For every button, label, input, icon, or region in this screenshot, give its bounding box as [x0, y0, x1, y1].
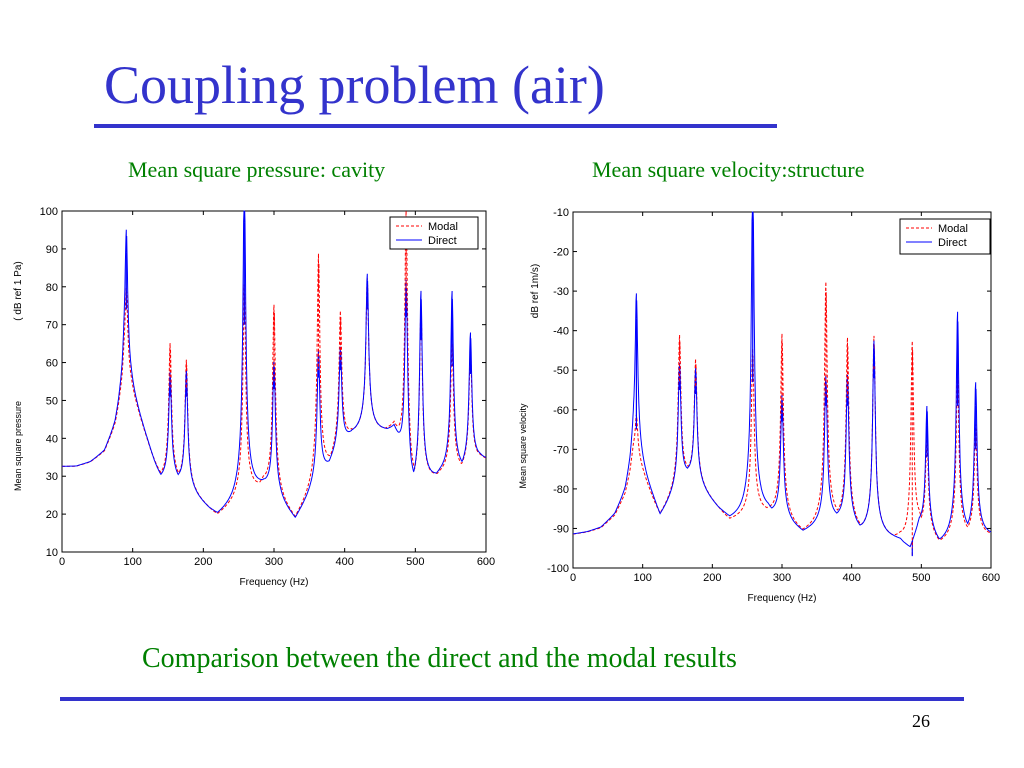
chart-cavity-pressure: 0 100 200 300 400 500 600 10 20 30 40 50 60 70 80 90 100… — [13, 206, 495, 588]
x-tick-label: 100 — [123, 556, 141, 568]
x-axis-label: Frequency (Hz) — [240, 577, 309, 588]
y-tick-label: -10 — [553, 207, 569, 219]
x-tick-label: 500 — [912, 572, 930, 584]
y-tick-label: -30 — [553, 286, 569, 298]
y-tick-label: -80 — [553, 484, 569, 496]
y-tick-label: 100 — [40, 206, 58, 218]
y-axis-label: Mean square pressure — [13, 401, 23, 491]
y-tick-label: -100 — [547, 563, 569, 575]
legend-label-modal: Modal — [938, 223, 968, 235]
y-axis-unit-label: ( dB ref 1 Pa) — [13, 261, 24, 320]
legend-label-direct: Direct — [428, 235, 457, 247]
legend-label-modal: Modal — [428, 221, 458, 233]
y-tick-label: 50 — [46, 395, 58, 407]
caption-structure-velocity: Mean square velocity:structure — [592, 157, 865, 182]
y-tick-label: -50 — [553, 365, 569, 377]
x-tick-label: 0 — [570, 572, 576, 584]
y-tick-label: -90 — [553, 523, 569, 535]
x-tick-label: 400 — [335, 556, 353, 568]
y-tick-label: 40 — [46, 433, 58, 445]
x-tick-label: 0 — [59, 556, 65, 568]
y-axis-unit-label: dB ref 1m/s) — [530, 264, 541, 318]
y-tick-label: -20 — [553, 247, 569, 259]
x-tick-label: 600 — [477, 556, 495, 568]
series-line-modal — [62, 210, 487, 517]
y-tick-label: 20 — [46, 509, 58, 521]
title-underline — [94, 124, 777, 128]
x-tick-label: 500 — [406, 556, 424, 568]
slide-title: Coupling problem (air) — [104, 55, 605, 115]
legend-box — [899, 218, 991, 255]
x-tick-label: 300 — [773, 572, 791, 584]
legend-label-direct: Direct — [938, 237, 967, 249]
bottom-rule — [60, 697, 964, 701]
y-tick-label: -40 — [553, 326, 569, 338]
y-tick-label: -70 — [553, 444, 569, 456]
x-axis-label: Frequency (Hz) — [748, 593, 817, 604]
y-tick-label: 80 — [46, 282, 58, 294]
page-number: 26 — [912, 711, 930, 731]
x-tick-label: 400 — [842, 572, 860, 584]
x-tick-label: 200 — [194, 556, 212, 568]
y-tick-label: 30 — [46, 471, 58, 483]
y-axis-label: Mean square velocity — [518, 403, 528, 489]
caption-cavity-pressure: Mean square pressure: cavity — [128, 157, 386, 182]
y-tick-label: 60 — [46, 358, 58, 370]
chart-structure-velocity: 0 100 200 300 400 500 600 -100 -90 -80 -70 -60 -50 -4… — [518, 207, 1000, 604]
y-tick-label: 10 — [46, 547, 58, 559]
x-tick-label: 100 — [633, 572, 651, 584]
y-tick-label: -60 — [553, 405, 569, 417]
conclusion-text: Comparison between the direct and the mo… — [142, 643, 737, 674]
y-tick-label: 90 — [46, 244, 58, 256]
legend-box — [389, 216, 479, 250]
x-tick-label: 300 — [265, 556, 283, 568]
x-tick-label: 200 — [703, 572, 721, 584]
series-line-modal — [573, 281, 992, 541]
x-tick-label: 600 — [982, 572, 1000, 584]
y-tick-label: 70 — [46, 320, 58, 332]
